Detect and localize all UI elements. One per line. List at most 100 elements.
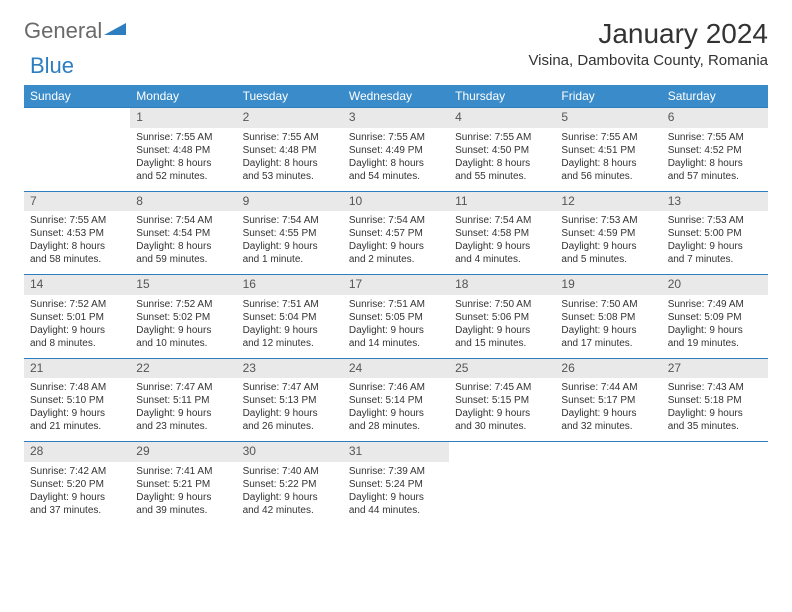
- sunrise-text: Sunrise: 7:53 AM: [668, 214, 762, 227]
- sunset-text: Sunset: 4:57 PM: [349, 227, 443, 240]
- daylight-text: Daylight: 9 hours: [136, 407, 230, 420]
- day-cell: Sunrise: 7:43 AMSunset: 5:18 PMDaylight:…: [662, 378, 768, 442]
- day-number: 12: [555, 191, 661, 211]
- daylight-text: and 17 minutes.: [561, 337, 655, 350]
- daylight-text: Daylight: 8 hours: [668, 157, 762, 170]
- daylight-text: and 26 minutes.: [243, 420, 337, 433]
- day-number: 13: [662, 191, 768, 211]
- day-detail-row: Sunrise: 7:42 AMSunset: 5:20 PMDaylight:…: [24, 462, 768, 525]
- day-number-row: 78910111213: [24, 191, 768, 211]
- daylight-text: Daylight: 9 hours: [243, 407, 337, 420]
- sunrise-text: Sunrise: 7:45 AM: [455, 381, 549, 394]
- day-cell: Sunrise: 7:54 AMSunset: 4:54 PMDaylight:…: [130, 211, 236, 275]
- day-cell: Sunrise: 7:55 AMSunset: 4:50 PMDaylight:…: [449, 128, 555, 192]
- day-number: 2: [237, 108, 343, 128]
- daylight-text: Daylight: 9 hours: [349, 407, 443, 420]
- sunrise-text: Sunrise: 7:46 AM: [349, 381, 443, 394]
- sunrise-text: Sunrise: 7:53 AM: [561, 214, 655, 227]
- daylight-text: and 23 minutes.: [136, 420, 230, 433]
- daylight-text: and 44 minutes.: [349, 504, 443, 517]
- day-detail-row: Sunrise: 7:55 AMSunset: 4:48 PMDaylight:…: [24, 128, 768, 192]
- day-number: 28: [24, 442, 130, 462]
- day-number: 19: [555, 275, 661, 295]
- daylight-text: and 54 minutes.: [349, 170, 443, 183]
- sunrise-text: Sunrise: 7:52 AM: [30, 298, 124, 311]
- daylight-text: and 37 minutes.: [30, 504, 124, 517]
- sunset-text: Sunset: 5:13 PM: [243, 394, 337, 407]
- sunset-text: Sunset: 4:53 PM: [30, 227, 124, 240]
- daylight-text: and 5 minutes.: [561, 253, 655, 266]
- day-cell: [555, 462, 661, 525]
- day-cell: Sunrise: 7:50 AMSunset: 5:08 PMDaylight:…: [555, 295, 661, 359]
- daylight-text: and 57 minutes.: [668, 170, 762, 183]
- sunset-text: Sunset: 4:52 PM: [668, 144, 762, 157]
- sunrise-text: Sunrise: 7:55 AM: [561, 131, 655, 144]
- sunrise-text: Sunrise: 7:55 AM: [136, 131, 230, 144]
- daylight-text: Daylight: 9 hours: [561, 407, 655, 420]
- sunset-text: Sunset: 5:15 PM: [455, 394, 549, 407]
- sunset-text: Sunset: 4:54 PM: [136, 227, 230, 240]
- daylight-text: and 56 minutes.: [561, 170, 655, 183]
- day-number: [662, 442, 768, 462]
- day-cell: Sunrise: 7:54 AMSunset: 4:55 PMDaylight:…: [237, 211, 343, 275]
- sunrise-text: Sunrise: 7:39 AM: [349, 465, 443, 478]
- sunset-text: Sunset: 5:20 PM: [30, 478, 124, 491]
- day-number: 27: [662, 358, 768, 378]
- day-cell: Sunrise: 7:52 AMSunset: 5:02 PMDaylight:…: [130, 295, 236, 359]
- sunrise-text: Sunrise: 7:52 AM: [136, 298, 230, 311]
- day-number: 24: [343, 358, 449, 378]
- sunset-text: Sunset: 4:51 PM: [561, 144, 655, 157]
- day-cell: [449, 462, 555, 525]
- sunrise-text: Sunrise: 7:54 AM: [136, 214, 230, 227]
- sunrise-text: Sunrise: 7:47 AM: [243, 381, 337, 394]
- daylight-text: and 39 minutes.: [136, 504, 230, 517]
- sunset-text: Sunset: 5:22 PM: [243, 478, 337, 491]
- day-detail-row: Sunrise: 7:55 AMSunset: 4:53 PM Daylight:…: [24, 211, 768, 275]
- sunset-text: Sunset: 5:00 PM: [668, 227, 762, 240]
- daylight-text: Daylight: 9 hours: [136, 491, 230, 504]
- day-cell: Sunrise: 7:40 AMSunset: 5:22 PMDaylight:…: [237, 462, 343, 525]
- sunset-text: Sunset: 5:17 PM: [561, 394, 655, 407]
- day-cell: [662, 462, 768, 525]
- daylight-text: Daylight: 9 hours: [668, 324, 762, 337]
- daylight-text: Daylight: 9 hours: [668, 407, 762, 420]
- day-cell: Sunrise: 7:50 AMSunset: 5:06 PMDaylight:…: [449, 295, 555, 359]
- day-number: 3: [343, 108, 449, 128]
- sunset-text: Sunset: 5:09 PM: [668, 311, 762, 324]
- daylight-text: and 8 minutes.: [30, 337, 124, 350]
- day-cell: Sunrise: 7:45 AMSunset: 5:15 PMDaylight:…: [449, 378, 555, 442]
- daylight-text: and 59 minutes.: [136, 253, 230, 266]
- logo-text-blue: Blue: [30, 53, 74, 78]
- daylight-text: Daylight: 9 hours: [349, 240, 443, 253]
- day-number: 10: [343, 191, 449, 211]
- daylight-text: Daylight: 9 hours: [455, 407, 549, 420]
- day-number: 4: [449, 108, 555, 128]
- daylight-text: and 10 minutes.: [136, 337, 230, 350]
- day-cell: Sunrise: 7:55 AMSunset: 4:49 PMDaylight:…: [343, 128, 449, 192]
- day-number: 5: [555, 108, 661, 128]
- day-number: 29: [130, 442, 236, 462]
- daylight-text: and 21 minutes.: [30, 420, 124, 433]
- sunrise-text: Sunrise: 7:48 AM: [30, 381, 124, 394]
- day-cell: Sunrise: 7:54 AMSunset: 4:57 PMDaylight:…: [343, 211, 449, 275]
- sunset-text: Sunset: 5:02 PM: [136, 311, 230, 324]
- sunrise-text: Sunrise: 7:47 AM: [136, 381, 230, 394]
- day-number-row: 14151617181920: [24, 275, 768, 295]
- daylight-text: Daylight: 9 hours: [561, 240, 655, 253]
- daylight-text: Daylight: 9 hours: [30, 324, 124, 337]
- day-number: 30: [237, 442, 343, 462]
- day-cell: Sunrise: 7:46 AMSunset: 5:14 PMDaylight:…: [343, 378, 449, 442]
- sunset-text: Sunset: 4:58 PM: [455, 227, 549, 240]
- month-title: January 2024: [528, 18, 768, 50]
- day-cell: Sunrise: 7:44 AMSunset: 5:17 PMDaylight:…: [555, 378, 661, 442]
- day-cell: Sunrise: 7:53 AMSunset: 4:59 PMDaylight:…: [555, 211, 661, 275]
- day-cell: Sunrise: 7:42 AMSunset: 5:20 PMDaylight:…: [24, 462, 130, 525]
- day-cell: Sunrise: 7:39 AMSunset: 5:24 PMDaylight:…: [343, 462, 449, 525]
- weekday-header: Saturday: [662, 85, 768, 108]
- sunset-text: Sunset: 5:14 PM: [349, 394, 443, 407]
- sunrise-text: Sunrise: 7:55 AM: [30, 214, 124, 227]
- sunset-text: Sunset: 5:21 PM: [136, 478, 230, 491]
- title-block: January 2024 Visina, Dambovita County, R…: [528, 18, 768, 69]
- sunrise-text: Sunrise: 7:50 AM: [455, 298, 549, 311]
- day-cell: Sunrise: 7:55 AMSunset: 4:53 PMDaylight:…: [24, 211, 130, 275]
